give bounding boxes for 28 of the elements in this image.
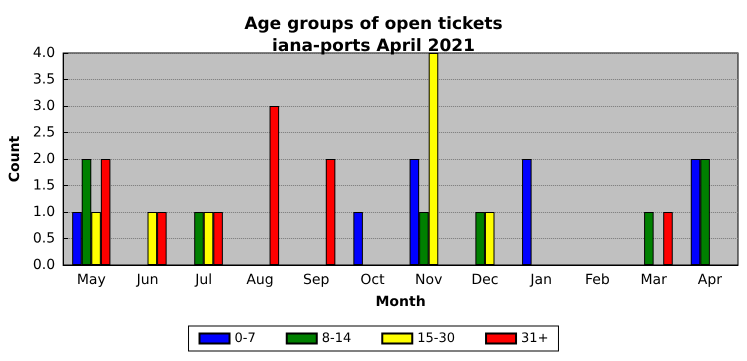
- y-tick-label: 2.0: [32, 151, 56, 167]
- x-axis-title: Month: [375, 294, 426, 310]
- x-tick-label: Sep: [303, 272, 330, 288]
- x-tick-label: Mar: [640, 272, 668, 288]
- y-axis-title: Count: [7, 135, 23, 182]
- x-tick-label: Jun: [136, 272, 158, 288]
- y-tick-label: 1.0: [32, 204, 56, 220]
- x-tick-label: Nov: [415, 272, 442, 288]
- x-tick-label: Jul: [194, 272, 212, 288]
- y-tick-label: 3.0: [32, 98, 56, 114]
- x-tick-label: Jan: [529, 272, 552, 288]
- y-tick-label: 0.0: [32, 257, 56, 273]
- legend-label: 15-30: [417, 331, 456, 346]
- y-tick-label: 1.5: [32, 178, 56, 194]
- x-tick-label: Apr: [698, 272, 722, 288]
- y-tick-label: 0.5: [32, 230, 56, 246]
- y-tick-label: 3.5: [32, 72, 56, 88]
- y-tick-label: 2.5: [32, 124, 56, 140]
- x-tick-label: May: [76, 272, 106, 288]
- legend-label: 0-7: [234, 331, 256, 346]
- x-tick-label: Dec: [471, 272, 498, 288]
- x-tick-label: Feb: [585, 272, 610, 288]
- legend-label: 8-14: [322, 331, 352, 346]
- legend-label: 31+: [521, 331, 548, 346]
- x-tick-label: Oct: [360, 272, 386, 288]
- y-tick-label: 4.0: [32, 45, 56, 61]
- x-tick-label: Aug: [246, 272, 274, 288]
- chart-title: Age groups of open tickets iana-ports April 2021: [244, 14, 503, 56]
